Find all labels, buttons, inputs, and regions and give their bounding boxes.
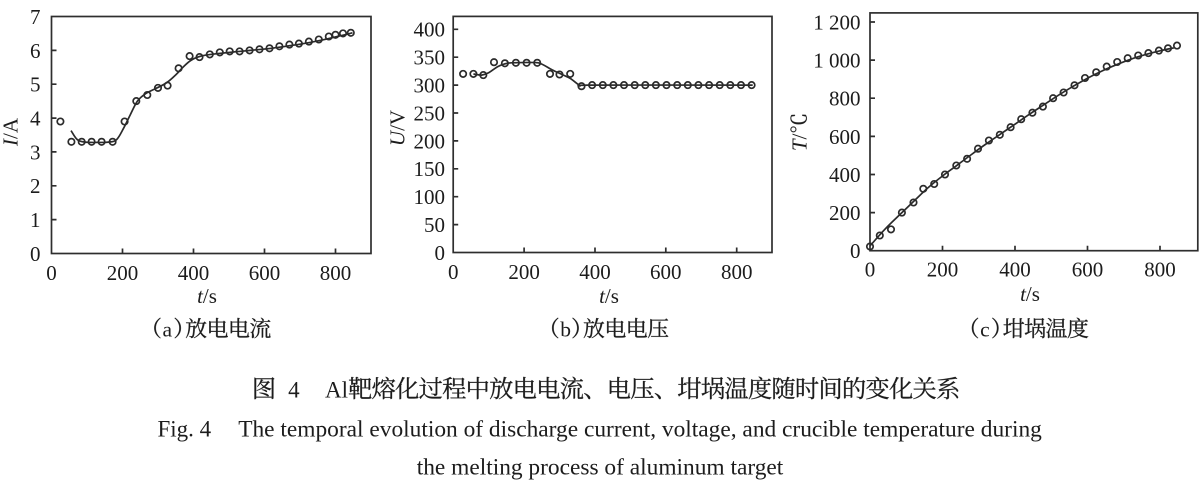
svg-text:0: 0 [448,260,459,284]
svg-text:300: 300 [414,74,446,98]
svg-text:b: b [560,317,571,341]
svg-text:600: 600 [249,261,281,285]
svg-text:400: 400 [178,261,210,285]
svg-text:4: 4 [30,107,41,131]
svg-text:U/V: U/V [386,110,410,146]
svg-text:3: 3 [30,140,41,164]
svg-text:350: 350 [414,46,446,70]
svg-text:0: 0 [30,242,41,266]
svg-text:200: 200 [927,258,959,282]
svg-text:1: 1 [30,208,41,232]
svg-text:600: 600 [1072,258,1104,282]
svg-text:400: 400 [579,260,611,284]
svg-text:7: 7 [30,5,41,29]
svg-text:800: 800 [1144,258,1176,282]
svg-text:0: 0 [865,258,876,282]
svg-text:c: c [980,317,990,341]
svg-text:200: 200 [829,201,861,225]
svg-text:600: 600 [829,125,861,149]
svg-text:800: 800 [721,260,753,284]
svg-text:200: 200 [414,129,446,153]
svg-text:t/s: t/s [599,284,619,308]
svg-text:5: 5 [30,73,41,97]
svg-text:100: 100 [414,185,446,209]
svg-text:250: 250 [414,101,446,125]
svg-text:1 000: 1 000 [813,49,860,73]
svg-text:200: 200 [107,261,139,285]
svg-text:The temporal evolution of disc: The temporal evolution of discharge curr… [238,417,1042,443]
svg-text:150: 150 [414,157,446,181]
svg-text:Fig. 4: Fig. 4 [158,417,212,442]
svg-text:4: 4 [288,377,300,402]
svg-text:6: 6 [30,39,41,63]
svg-text:1 200: 1 200 [813,10,860,34]
svg-text:0: 0 [435,241,446,265]
svg-text:400: 400 [999,258,1031,282]
svg-text:T/: T/ [788,133,812,151]
svg-text:50: 50 [424,213,445,237]
svg-text:the melting process of aluminu: the melting process of aluminum target [417,455,784,481]
svg-text:0: 0 [850,239,861,263]
svg-text:a: a [163,317,173,341]
svg-text:200: 200 [508,260,540,284]
svg-text:Al: Al [325,377,348,402]
svg-text:I/A: I/A [0,117,23,147]
svg-text:800: 800 [829,87,861,111]
svg-text:0: 0 [46,261,57,285]
svg-text:400: 400 [829,163,861,187]
svg-text:t/s: t/s [1020,282,1040,306]
svg-text:t/s: t/s [197,284,217,308]
svg-text:600: 600 [650,260,682,284]
svg-text:800: 800 [320,261,352,285]
svg-text:400: 400 [414,18,446,42]
svg-text:2: 2 [30,174,41,198]
